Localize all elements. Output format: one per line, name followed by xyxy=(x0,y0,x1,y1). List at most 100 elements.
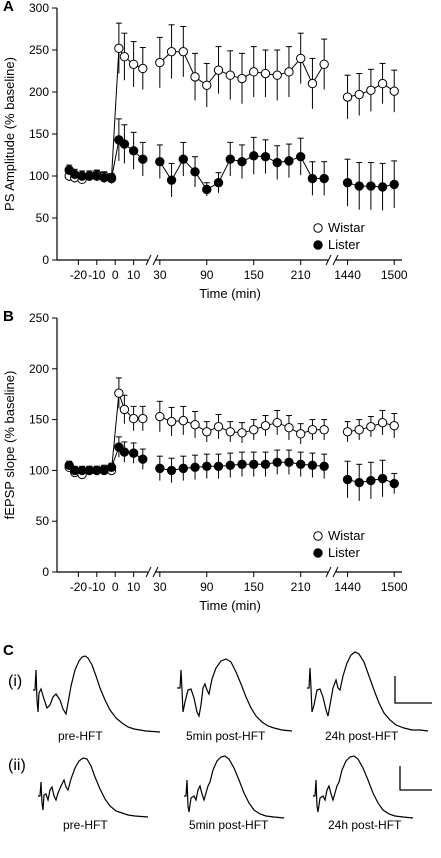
data-point-lister xyxy=(178,154,189,164)
x-tick-label: 30 xyxy=(153,580,167,594)
x-tick-label: 210 xyxy=(291,580,311,594)
legend-marker-lister xyxy=(313,240,323,250)
data-point-wistar xyxy=(190,72,200,82)
data-point-lister xyxy=(389,179,399,190)
trace-i-pre-hft xyxy=(33,655,161,733)
x-tick-label: 0 xyxy=(112,580,119,594)
data-point-wistar xyxy=(237,428,247,438)
data-point-lister xyxy=(128,146,139,156)
series-line-wistar xyxy=(68,393,143,476)
legend-label-lister: Lister xyxy=(328,545,360,560)
data-point-lister xyxy=(284,457,294,467)
data-point-lister xyxy=(213,178,224,188)
data-point-lister xyxy=(354,477,364,488)
axis-break-mark xyxy=(332,566,339,578)
data-point-lister xyxy=(284,156,294,166)
axis-break-mark xyxy=(152,566,159,578)
data-point-lister xyxy=(190,462,200,473)
x-tick-label: 10 xyxy=(127,580,141,594)
data-point-wistar xyxy=(166,416,177,427)
x-axis-label: Time (min) xyxy=(199,598,261,613)
data-point-wistar xyxy=(225,70,235,80)
axis-break-mark xyxy=(325,254,332,266)
data-point-wistar xyxy=(295,53,306,64)
data-point-lister xyxy=(272,457,282,467)
scale-bar-ii xyxy=(399,766,432,791)
data-point-lister xyxy=(138,454,148,464)
data-point-wistar xyxy=(260,420,271,431)
data-point-wistar xyxy=(166,46,177,57)
data-point-wistar xyxy=(377,78,388,89)
data-point-lister xyxy=(106,173,117,184)
data-point-lister xyxy=(225,460,235,471)
y-tick-label: 50 xyxy=(36,211,50,225)
y-tick-label: 200 xyxy=(29,85,49,99)
x-tick-label: 1440 xyxy=(334,268,361,282)
legend-marker-wistar xyxy=(313,531,323,541)
y-tick-label: 250 xyxy=(29,43,49,57)
data-point-wistar xyxy=(155,411,165,422)
data-point-wistar xyxy=(260,68,271,79)
legend-label-wistar: Wistar xyxy=(328,220,366,235)
x-tick-label: 1440 xyxy=(334,580,361,594)
x-tick-label: 1500 xyxy=(381,268,408,282)
data-point-lister xyxy=(237,157,247,167)
data-point-lister xyxy=(342,178,353,188)
data-point-wistar xyxy=(237,73,247,84)
trace-row-label-i: (i) xyxy=(8,673,22,690)
data-point-wistar xyxy=(114,388,124,398)
trace-i-24h-post-hft xyxy=(307,651,429,732)
data-point-wistar xyxy=(366,85,376,96)
data-point-lister xyxy=(237,459,247,470)
trace-ii-pre-hft xyxy=(38,757,149,818)
data-point-lister xyxy=(106,462,117,473)
x-tick-label: 30 xyxy=(153,268,167,282)
data-point-wistar xyxy=(295,429,306,439)
data-point-lister xyxy=(307,460,318,471)
data-point-wistar xyxy=(319,425,329,435)
x-tick-label: -10 xyxy=(88,268,106,282)
y-axis-label: PS Amplitude (% baseline) xyxy=(2,57,17,211)
axis-break-mark xyxy=(145,566,152,578)
y-tick-label: 0 xyxy=(42,253,49,267)
data-point-lister xyxy=(225,154,235,164)
data-point-wistar xyxy=(213,65,224,75)
data-point-wistar xyxy=(272,417,282,428)
data-point-lister xyxy=(249,151,259,161)
data-point-wistar xyxy=(138,413,148,424)
data-point-wistar xyxy=(202,427,212,437)
axis-break-gap xyxy=(328,254,336,266)
panel-c-traces: C (i) (ii) pre-HFT 5min post-HFT 24h pos… xyxy=(3,642,432,832)
data-point-lister xyxy=(155,463,165,474)
data-point-wistar xyxy=(272,70,282,80)
data-point-wistar xyxy=(225,427,235,437)
data-point-lister xyxy=(249,459,259,470)
trace-ii-5min-post-hft xyxy=(184,755,285,819)
data-point-wistar xyxy=(138,63,148,74)
legend-label-wistar: Wistar xyxy=(328,528,366,543)
data-point-lister xyxy=(295,151,306,162)
y-axis-label: fEPSP slope (% baseline) xyxy=(2,371,17,520)
data-point-wistar xyxy=(354,425,364,435)
data-point-lister xyxy=(260,459,271,470)
data-point-wistar xyxy=(249,425,259,435)
data-point-lister xyxy=(119,139,130,149)
data-point-lister xyxy=(354,181,364,191)
data-point-wistar xyxy=(249,67,259,77)
x-tick-label: 150 xyxy=(244,268,264,282)
y-tick-label: 200 xyxy=(29,362,49,376)
data-point-lister xyxy=(319,173,329,184)
data-point-lister xyxy=(295,459,306,470)
data-point-wistar xyxy=(119,404,130,415)
x-tick-label: -10 xyxy=(88,580,106,594)
data-point-wistar xyxy=(284,423,294,433)
data-point-lister xyxy=(389,478,399,489)
x-tick-label: 0 xyxy=(112,268,119,282)
y-tick-label: 300 xyxy=(29,1,49,15)
x-tick-label: 150 xyxy=(244,580,264,594)
data-point-lister xyxy=(190,167,200,177)
data-point-lister xyxy=(155,157,165,167)
data-point-wistar xyxy=(319,59,329,69)
y-tick-label: 100 xyxy=(29,463,49,477)
